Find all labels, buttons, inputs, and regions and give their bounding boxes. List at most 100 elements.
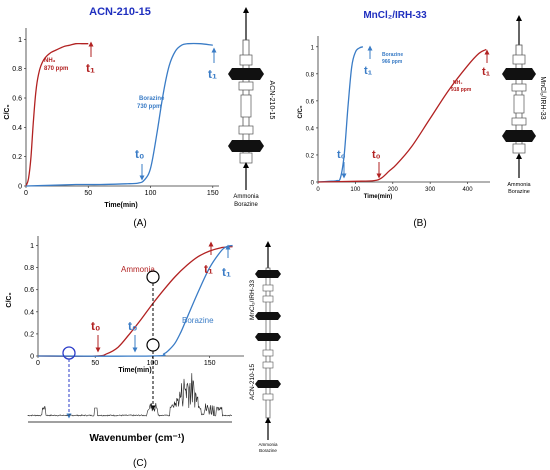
y-tick-label: 0.2	[24, 331, 34, 338]
column-fitting-top	[502, 68, 536, 80]
panel-b-borazine-ppm: 966 ppm	[382, 59, 403, 65]
y-tick-label: 0.8	[306, 72, 315, 78]
panel-c-marker-borazine	[146, 338, 160, 352]
series-line-borazine	[37, 244, 233, 357]
column-fitting-bottom	[502, 130, 536, 142]
y-tick-label: 0.4	[306, 126, 315, 132]
panel-b-ylabel: C/C₀	[298, 105, 304, 118]
x-tick-label: 200	[388, 187, 399, 193]
panel-a: ACN-210-15 0 0.2 0.4 0.6 0.8 1 0 50 100 150 Time(…	[4, 6, 275, 229]
panel-b-caption: (B)	[413, 218, 426, 229]
panel-c-spectrum-xlabel: Wavenumber (cm⁻¹)	[90, 433, 185, 444]
column-fitting	[255, 333, 281, 341]
panel-c-upper-column-label: MnCl₂/IRH-33	[249, 280, 256, 320]
panel-c-spectrum	[27, 373, 232, 417]
series-line-borazine	[317, 46, 364, 183]
panel-b-xlabel: Time(min)	[364, 194, 393, 200]
panel-a-ammonia-label: NH₃	[44, 58, 56, 64]
y-tick-label: 0.2	[12, 154, 22, 161]
panel-c-t1-ammonia: t₁	[204, 262, 213, 276]
panel-a-t0: t₀	[135, 147, 144, 161]
panel-a-title: ACN-210-15	[89, 6, 151, 18]
panel-c-series	[37, 244, 233, 357]
panel-c-inlet-label-2: Borazine	[259, 448, 277, 453]
y-tick-label: 1	[311, 45, 315, 51]
column-fitting	[255, 270, 281, 278]
x-tick-label: 0	[24, 190, 28, 197]
x-tick-label: 150	[204, 360, 216, 367]
panel-a-axes: 0 0.2 0.4 0.6 0.8 1 0 50 100 150	[12, 28, 219, 197]
panel-c-ylabel: C/C₀	[6, 292, 13, 307]
panel-c-caption: (C)	[133, 458, 147, 469]
y-tick-label: 0	[30, 354, 34, 361]
panel-a-borazine-label: Borazine	[139, 96, 165, 102]
spectrum-trace	[27, 373, 232, 417]
x-tick-label: 100	[147, 360, 159, 367]
panel-a-borazine-ppm: 730 ppm	[137, 104, 161, 110]
y-tick-label: 0	[18, 184, 22, 191]
panel-a-ammonia-ppm: 870 ppm	[44, 66, 68, 72]
panel-b-t0-ammonia: t₀	[372, 149, 381, 161]
panel-b-title: MnCl₂/IRH-33	[363, 10, 427, 21]
series-line-borazine	[25, 42, 213, 187]
panel-c-ammonia-label: Ammonia	[121, 265, 155, 274]
panel-c-lower-column-label: ACN-210-15	[249, 364, 256, 401]
panel-b-borazine-label: Borazine	[382, 52, 403, 58]
panel-c-xlabel: Time(min)	[118, 367, 151, 374]
panel-b-t1-borazine: t₁	[364, 65, 373, 77]
x-tick-label: 400	[463, 187, 474, 193]
panel-a-caption: (A)	[133, 218, 146, 229]
panel-c-borazine-label: Borazine	[182, 316, 214, 325]
x-tick-label: 50	[91, 360, 99, 367]
panel-c-column: MnCl₂/IRH-33 ACN-210-15 Ammonia Borazine	[249, 241, 281, 453]
column-fitting-top	[228, 68, 264, 80]
panel-b-t0-borazine: t₀	[337, 149, 346, 161]
y-tick-label: 0.2	[306, 153, 315, 159]
panel-c-t1-borazine: t₁	[222, 265, 231, 279]
panel-a-t1-ammonia: t₁	[86, 61, 95, 75]
panel-a-column-label: ACN-210-15	[268, 81, 275, 120]
y-tick-label: 0.8	[12, 66, 22, 73]
panel-b-inlet-label-1: Ammonia	[507, 182, 531, 188]
panel-a-xlabel: Time(min)	[104, 202, 137, 209]
column-fitting-bottom	[228, 140, 264, 152]
x-tick-label: 300	[425, 187, 436, 193]
panel-a-series	[25, 42, 213, 187]
x-tick-label: 50	[84, 190, 92, 197]
panel-b-t1-ammonia: t₁	[482, 66, 491, 78]
panel-b-inlet-label-2: Borazine	[508, 189, 530, 195]
panel-a-ylabel: C/C₀	[4, 104, 11, 119]
panel-b-axes: 0 0.2 0.4 0.6 0.8 1 0 100 200 300 400	[306, 36, 490, 193]
y-tick-label: 0.6	[24, 287, 34, 294]
column-fitting	[255, 380, 281, 388]
x-tick-label: 0	[36, 360, 40, 367]
panel-a-inlet-label-2: Borazine	[234, 202, 258, 208]
series-line-ammonia	[37, 245, 233, 357]
y-tick-label: 0.8	[24, 265, 34, 272]
panel-b-column: MnCl₂/IRH-33 Ammonia Borazine	[502, 15, 546, 195]
panel-c-t0-ammonia: t₀	[91, 319, 100, 333]
y-tick-label: 0.6	[306, 99, 315, 105]
panel-b-ammonia-label: NH₃	[453, 80, 463, 86]
series-line-ammonia	[25, 42, 89, 187]
panel-b-ammonia-ppm: 918 ppm	[451, 87, 472, 93]
panel-c: 0 0.2 0.4 0.6 0.8 1 0 50 100 150 Time(min) C/C₀ A…	[6, 236, 281, 469]
y-tick-label: 0.4	[12, 125, 22, 132]
x-tick-label: 100	[350, 187, 361, 193]
series-line-ammonia	[317, 48, 487, 183]
panel-c-axes: 0 0.2 0.4 0.6 0.8 1 0 50 100 150	[24, 236, 244, 367]
y-tick-label: 0.4	[24, 309, 34, 316]
panel-b: MnCl₂/IRH-33 0 0.2 0.4 0.6 0.8 1 0 100 200 300 400…	[298, 10, 546, 229]
y-tick-label: 1	[30, 243, 34, 250]
panel-c-marker-start	[62, 346, 76, 360]
x-tick-label: 100	[145, 190, 157, 197]
panel-a-t1-borazine: t₁	[208, 67, 217, 81]
y-tick-label: 1	[18, 37, 22, 44]
y-tick-label: 0	[311, 181, 315, 187]
panel-a-inlet-label-1: Ammonia	[233, 194, 259, 200]
panel-a-column: ACN-210-15 Ammonia Borazine	[228, 7, 275, 208]
column-fitting	[255, 312, 281, 320]
y-tick-label: 0.6	[12, 96, 22, 103]
x-tick-label: 0	[316, 187, 320, 193]
